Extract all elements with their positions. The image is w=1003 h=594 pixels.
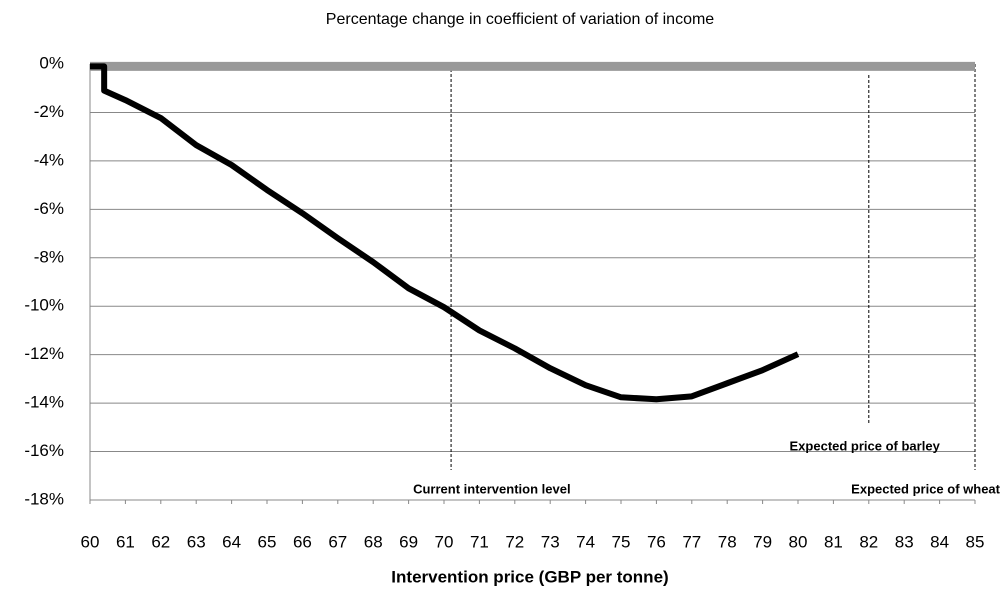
x-tick-label: 74	[576, 532, 595, 551]
x-tick-label: 79	[753, 532, 772, 551]
x-tick-label: 66	[293, 532, 312, 551]
x-tick-label: 80	[789, 532, 808, 551]
y-tick-label: -18%	[24, 489, 64, 508]
data-line	[90, 63, 800, 403]
annotation: Current intervention level	[413, 481, 570, 496]
annotation: Expected price of wheat	[851, 481, 1000, 496]
x-tick-label: 72	[505, 532, 524, 551]
x-tick-label: 73	[541, 532, 560, 551]
y-tick-label: -6%	[34, 199, 64, 218]
x-tick-label: 85	[966, 532, 985, 551]
x-tick-label: 62	[151, 532, 170, 551]
x-tick-label: 78	[718, 532, 737, 551]
y-tick-label: -8%	[34, 247, 64, 266]
x-tick-label: 70	[435, 532, 454, 551]
y-tick-label: -16%	[24, 441, 64, 460]
x-tick-label: 75	[612, 532, 631, 551]
y-tick-label: -12%	[24, 344, 64, 363]
x-tick-label: 67	[328, 532, 347, 551]
x-tick-label: 65	[258, 532, 277, 551]
x-tick-label: 63	[187, 532, 206, 551]
x-tick-label: 84	[930, 532, 949, 551]
x-tick-label: 76	[647, 532, 666, 551]
y-tick-label: -10%	[24, 296, 64, 315]
annotation: Expected price of barley	[790, 438, 941, 453]
x-tick-label: 83	[895, 532, 914, 551]
x-axis-title: Intervention price (GBP per tonne)	[391, 567, 668, 586]
x-tick-label: 77	[682, 532, 701, 551]
x-tick-label: 82	[859, 532, 878, 551]
chart-title: Percentage change in coefficient of vari…	[326, 11, 714, 28]
y-tick-label: -2%	[34, 102, 64, 121]
x-tick-label: 81	[824, 532, 843, 551]
y-tick-label: -14%	[24, 393, 64, 412]
x-tick-label: 69	[399, 532, 418, 551]
y-tick-label: -4%	[34, 150, 64, 169]
x-tick-label: 61	[116, 532, 135, 551]
x-tick-label: 71	[470, 532, 489, 551]
x-tick-label: 68	[364, 532, 383, 551]
y-tick-label: 0%	[39, 53, 64, 72]
x-tick-label: 64	[222, 532, 241, 551]
x-tick-label: 60	[81, 532, 100, 551]
